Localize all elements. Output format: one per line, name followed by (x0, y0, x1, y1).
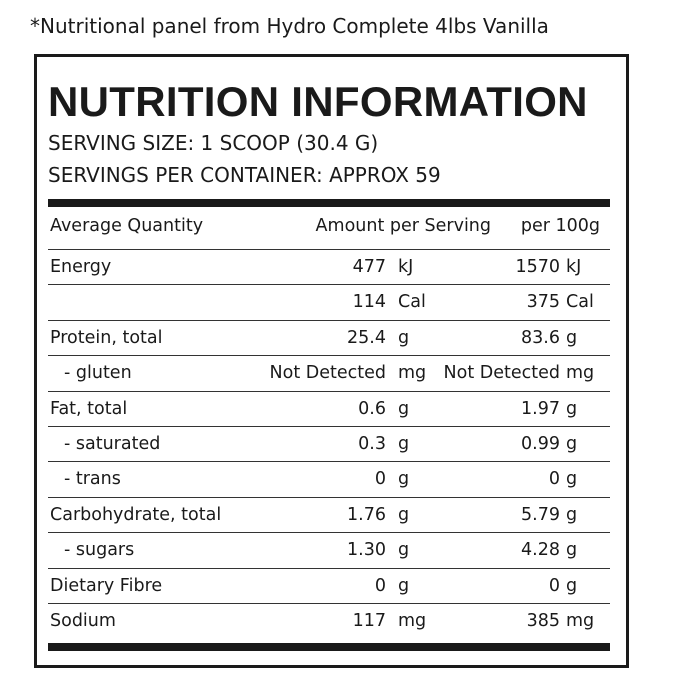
amount: 117 (352, 611, 386, 631)
column-header: per 100g (520, 216, 600, 236)
column-header: Amount per Serving (315, 216, 491, 236)
amount-per-100g: 1570 (515, 257, 560, 277)
thick-rule (48, 199, 610, 207)
amount: 114 (352, 292, 386, 313)
unit-per-100g: kJ (566, 257, 582, 277)
amount-per-100g: 0 (548, 469, 560, 490)
amount: 1.76 (347, 504, 386, 525)
amount-per-100g: 375 (526, 292, 560, 313)
amount: Not Detected (269, 363, 386, 384)
row-name: - sugars (64, 540, 135, 561)
unit-per-100g: g (566, 469, 578, 490)
row-rule (48, 284, 610, 286)
amount-per-100g: Not Detected (443, 363, 560, 384)
unit: Cal (398, 292, 426, 313)
unit-per-100g: g (566, 434, 578, 454)
panel-border (34, 54, 629, 668)
row-rule (48, 603, 610, 604)
amount: 0.3 (358, 434, 386, 454)
row-rule (48, 496, 610, 498)
row-name: Fat, total (50, 398, 128, 419)
row-rule (48, 390, 610, 392)
row-name: - saturated (64, 434, 161, 454)
unit: g (398, 327, 410, 348)
unit-per-100g: mg (566, 611, 595, 631)
row-name: Sodium (50, 611, 116, 631)
unit: g (398, 504, 410, 525)
unit: g (398, 575, 410, 596)
row-name: Carbohydrate, total (50, 504, 222, 525)
unit: mg (398, 611, 427, 631)
amount: 0 (374, 575, 386, 596)
row-name: Energy (50, 257, 112, 277)
unit: g (398, 469, 410, 490)
amount-per-100g: 4.28 (521, 540, 560, 561)
servings-per-container: SERVINGS PER CONTAINER: APPROX 59 (48, 163, 441, 187)
serving-size: SERVING SIZE: 1 SCOOP (30.4 G) (48, 131, 379, 155)
row-rule (48, 426, 610, 427)
unit-per-100g: g (566, 575, 578, 596)
unit: g (398, 398, 410, 419)
amount-per-100g: 5.79 (521, 504, 560, 525)
thick-rule (48, 643, 610, 651)
unit: mg (398, 363, 427, 384)
caption: *Nutritional panel from Hydro Complete 4… (30, 14, 549, 38)
row-rule (48, 532, 610, 534)
row-name: - trans (64, 469, 121, 490)
amount: 477 (352, 257, 386, 277)
row-rule (48, 461, 610, 463)
amount-per-100g: 385 (526, 611, 560, 631)
row-name: Protein, total (50, 327, 163, 348)
row-rule (48, 249, 610, 250)
amount: 0 (374, 469, 386, 490)
column-header: Average Quantity (50, 216, 204, 236)
amount-per-100g: 0.99 (521, 434, 560, 454)
amount: 25.4 (347, 327, 386, 348)
unit-per-100g: mg (566, 363, 595, 384)
unit-per-100g: g (566, 504, 578, 525)
amount-per-100g: 0 (548, 575, 560, 596)
unit-per-100g: g (566, 327, 578, 348)
unit: kJ (398, 257, 414, 277)
amount-per-100g: 1.97 (521, 398, 560, 419)
amount-per-100g: 83.6 (521, 327, 560, 348)
row-rule (48, 567, 610, 569)
amount: 0.6 (358, 398, 386, 419)
panel-title: NUTRITION INFORMATION (48, 78, 588, 125)
amount: 1.30 (347, 540, 386, 561)
row-rule (48, 319, 610, 321)
unit-per-100g: g (566, 398, 578, 419)
unit: g (398, 540, 410, 561)
unit-per-100g: g (566, 540, 578, 561)
row-name: - gluten (64, 363, 132, 384)
row-rule (48, 355, 610, 357)
unit: g (398, 434, 410, 454)
unit-per-100g: Cal (566, 292, 594, 313)
row-name: Dietary Fibre (50, 575, 163, 596)
